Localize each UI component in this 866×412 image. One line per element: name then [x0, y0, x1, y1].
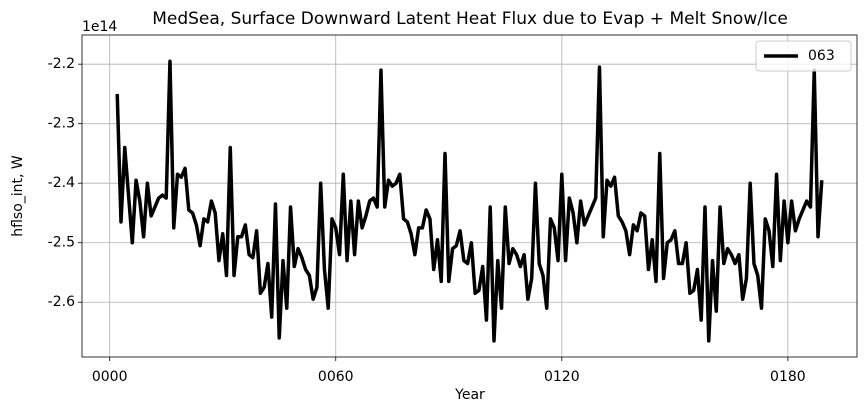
plot-frame [81, 34, 858, 358]
x-tick-label: 0120 [544, 369, 580, 385]
y-tick-label: -2.5 [48, 235, 75, 251]
y-tick-label: -2.2 [48, 56, 75, 72]
x-tick-label: 0000 [92, 369, 128, 385]
y-offset-label: 1e14 [82, 19, 117, 35]
x-tick-label: 0180 [770, 369, 806, 385]
y-tick-label: -2.6 [48, 294, 75, 310]
legend: 063 [755, 40, 852, 72]
chart-title: MedSea, Surface Downward Latent Heat Flu… [152, 9, 788, 29]
y-axis-label: hflso_int, W [10, 155, 26, 237]
x-axis-label: Year [454, 387, 485, 403]
legend-label: 063 [808, 48, 835, 64]
legend-box [755, 40, 852, 72]
data-line [115, 59, 824, 343]
y-tick-label: -2.4 [48, 175, 75, 191]
y-tick-label: -2.3 [48, 116, 75, 132]
x-tick-label: 0060 [318, 369, 354, 385]
